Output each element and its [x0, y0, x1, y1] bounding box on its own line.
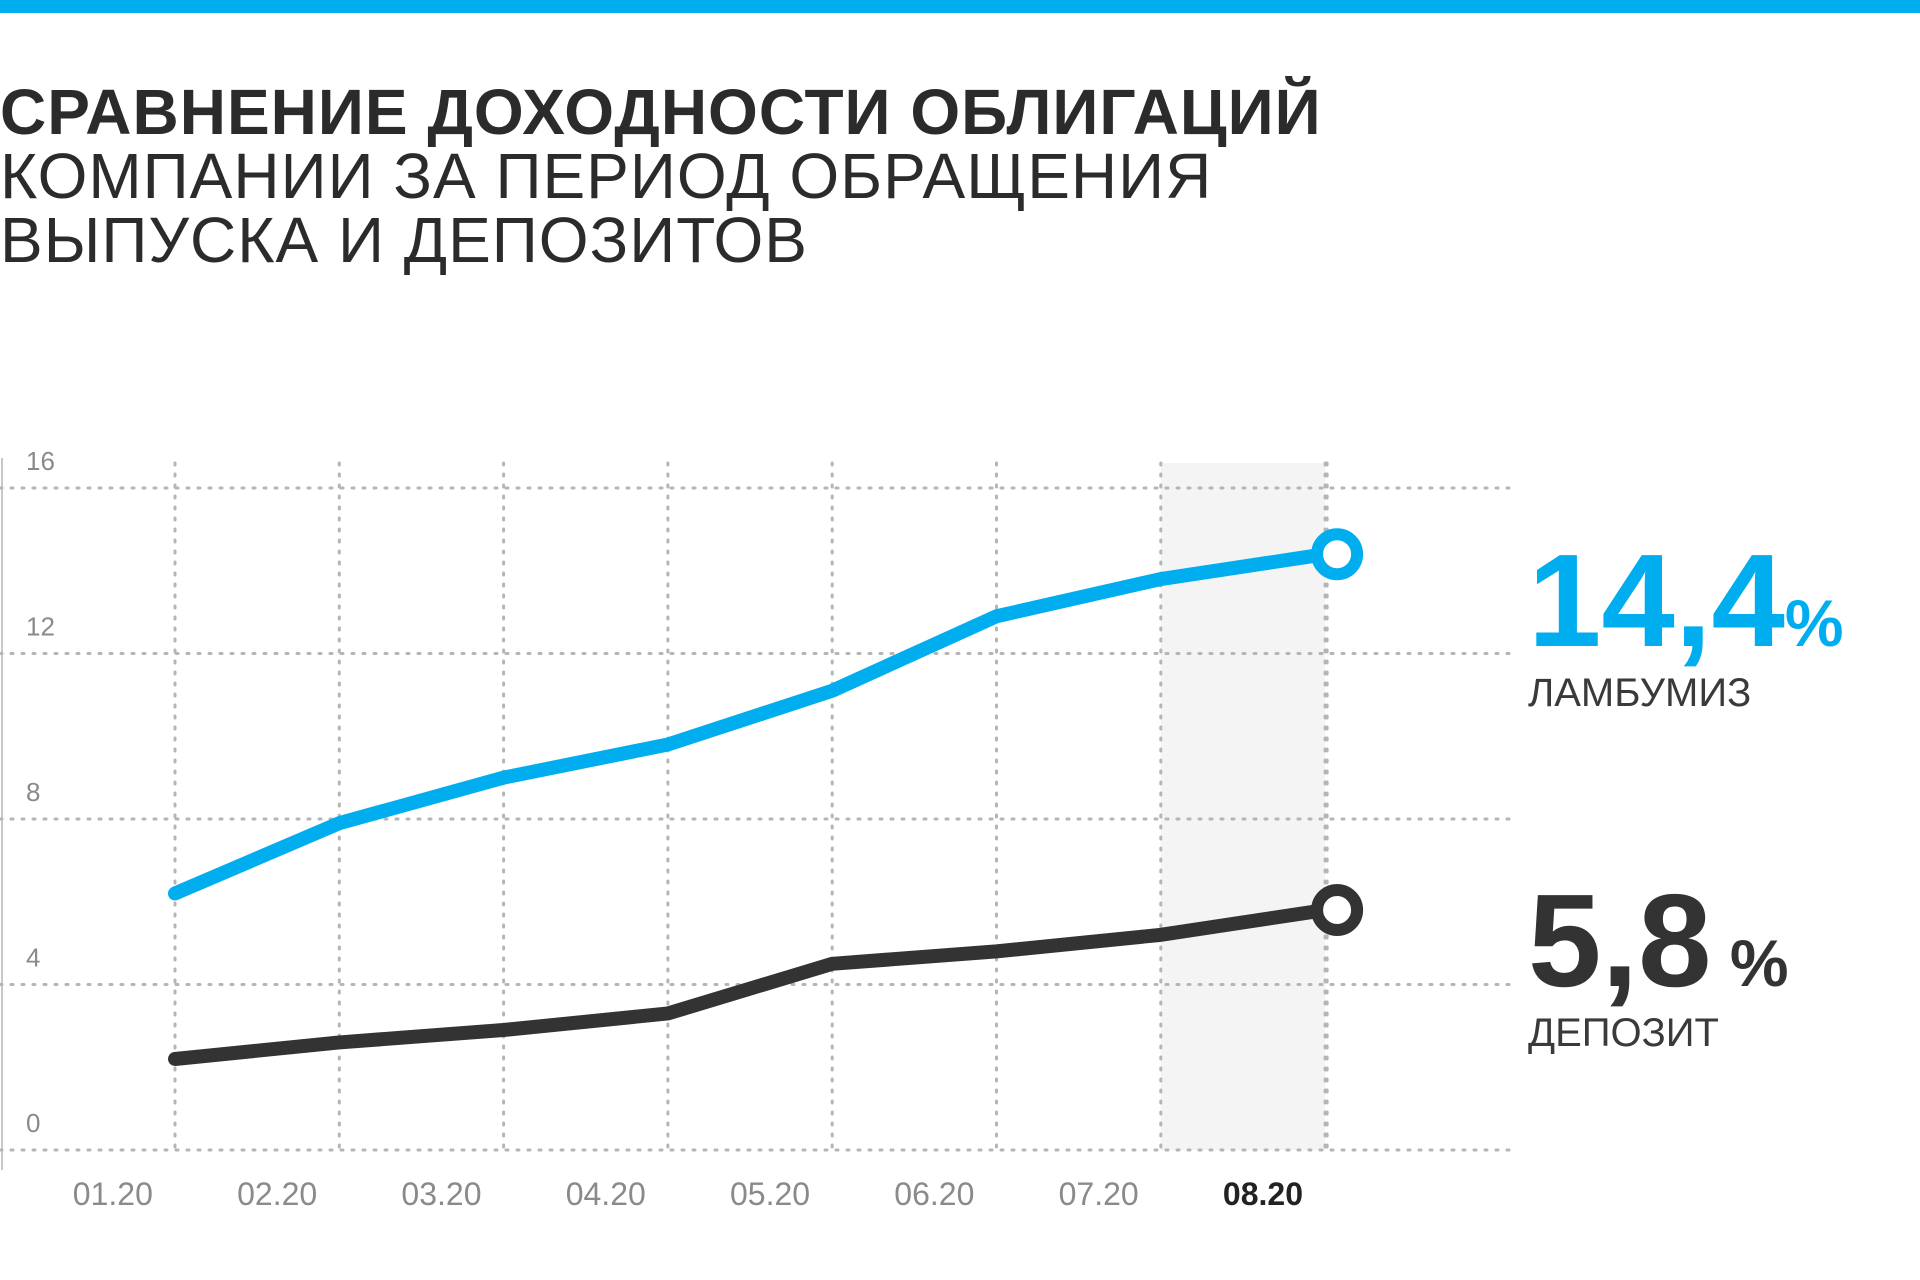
y-tick-label: 4: [26, 943, 40, 973]
deposit-callout: 5,8 % ДЕПОЗИТ: [1528, 875, 1789, 1055]
title-line-3: ВЫПУСКА И ДЕПОЗИТОВ: [0, 204, 808, 276]
x-tick-label: 04.20: [566, 1176, 646, 1212]
top-accent-bar: [0, 0, 1920, 13]
deposit-end-marker: [1311, 884, 1364, 937]
deposit-rate-unit: %: [1711, 926, 1789, 1000]
bond-callout: 14,4% ЛАМБУМИЗ: [1528, 535, 1844, 715]
bond-yield-unit: %: [1784, 586, 1844, 660]
title-line-2: КОМПАНИИ ЗА ПЕРИОД ОБРАЩЕНИЯ: [0, 140, 1213, 212]
x-tick-label: 06.20: [894, 1176, 974, 1212]
x-tick-label: 07.20: [1059, 1176, 1139, 1212]
y-tick-label: 8: [26, 777, 40, 807]
x-tick-label: 02.20: [237, 1176, 317, 1212]
title-line-1: СРАВНЕНИЕ ДОХОДНОСТИ ОБЛИГАЦИЙ: [0, 76, 1322, 148]
bond-yield-number: 14,4: [1528, 527, 1785, 674]
x-tick-label: 08.20: [1223, 1176, 1303, 1212]
y-tick-label: 0: [26, 1108, 40, 1138]
x-tick-label: 03.20: [401, 1176, 481, 1212]
bond-end-marker: [1311, 528, 1364, 581]
deposit-series-label: ДЕПОЗИТ: [1528, 1011, 1719, 1055]
bond-yield-line: [168, 547, 1333, 901]
x-tick-label: 05.20: [730, 1176, 810, 1212]
bond-series-label: ЛАМБУМИЗ: [1528, 671, 1752, 715]
deposit-rate-value: 5,8 %: [1528, 875, 1789, 1007]
bond-yield-value: 14,4%: [1528, 535, 1844, 667]
chart-title: СРАВНЕНИЕ ДОХОДНОСТИ ОБЛИГАЦИЙ КОМПАНИИ …: [0, 80, 1400, 272]
deposit-rate-number: 5,8: [1528, 867, 1712, 1014]
y-tick-label: 16: [26, 446, 55, 476]
y-tick-label: 12: [26, 612, 55, 642]
x-tick-label: 01.20: [73, 1176, 153, 1212]
deposit-rate-line: [168, 903, 1333, 1066]
